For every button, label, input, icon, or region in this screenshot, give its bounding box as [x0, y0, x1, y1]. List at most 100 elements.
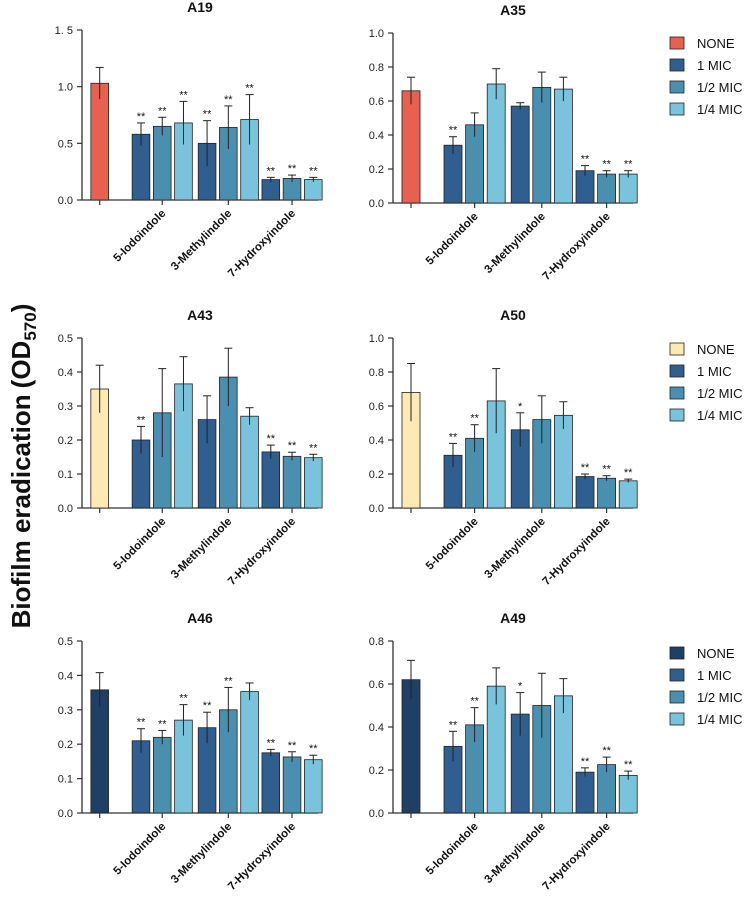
legend-label: 1/4 MIC — [697, 102, 743, 117]
y-tick-label: 0.4 — [369, 722, 384, 734]
legend-label: 1 MIC — [697, 58, 732, 73]
x-tick-label: 3-Methylindole — [169, 208, 234, 273]
bar-7-hydroxyindole-1mic — [575, 476, 595, 509]
significance-label: ** — [449, 719, 458, 731]
x-tick-label: 7-Hydroxyindole — [541, 211, 613, 283]
bar-7-hydroxyindole-12mic — [282, 455, 302, 509]
legend: NONE 1 MIC 1/2 MIC 1/4 MIC — [669, 36, 743, 117]
legend-label: NONE — [697, 342, 735, 357]
y-tick-label: 0.5 — [58, 636, 73, 648]
legend-label: 1/2 MIC — [697, 386, 743, 401]
significance-label: ** — [624, 759, 633, 771]
bar-7-hydroxyindole-1mic — [261, 752, 281, 814]
x-tick-label: 5-Iodoindole — [112, 208, 169, 265]
chart-panel-a35: A35 0.0 0.2 0.4 0.6 0.8 1.0 ** 5-Iodoindole 3-Met… — [369, 2, 743, 283]
y-axis-label-sub: 570 — [21, 312, 40, 340]
significance-label: ** — [581, 462, 590, 474]
legend-label: 1 MIC — [697, 364, 732, 379]
bar-7-hydroxyindole-1mic — [261, 451, 281, 509]
significance-label: * — [518, 401, 523, 413]
y-axis-label-od: (OD — [6, 341, 36, 389]
bar-7-hydroxyindole-12mic — [282, 756, 302, 814]
y-tick-label: 0.0 — [58, 503, 73, 515]
significance-label: ** — [449, 125, 458, 137]
chart-panel-a19: A19 0.0 0.5 1.0 1. 5 ** ** ** 5-Iodoindole ** ** **… — [55, 0, 323, 280]
legend-label: 1/2 MIC — [697, 690, 743, 705]
y-tick-label: 0.0 — [369, 808, 384, 820]
legend-swatch — [669, 690, 685, 704]
y-axis-label-close: ) — [6, 304, 36, 313]
bar-5-iodoindole-12mic — [152, 736, 172, 814]
legend-label: 1/4 MIC — [697, 408, 743, 423]
chart-panel-a43: A43 0.0 0.1 0.2 0.3 0.4 0.5 ** 5-Iodoindole 3-Met… — [58, 307, 323, 588]
x-tick-label: 5-Iodoindole — [112, 821, 169, 878]
bar-5-iodoindole-1mic — [443, 144, 463, 204]
bar-5-iodoindole-14mic — [486, 685, 506, 814]
significance-label: ** — [624, 159, 633, 171]
x-tick-label: 7-Hydroxyindole — [226, 208, 298, 280]
bar-3-methylindole-14mic — [240, 415, 259, 509]
chart-title: A19 — [187, 0, 213, 15]
legend-swatch — [669, 386, 685, 400]
y-axis-label-main: Biofilm eradication — [6, 394, 36, 628]
bar-none — [401, 90, 421, 204]
x-tick-label: 7-Hydroxyindole — [226, 821, 298, 893]
significance-label: ** — [179, 89, 188, 101]
significance-label: ** — [137, 717, 146, 729]
x-tick-label: 7-Hydroxyindole — [226, 516, 298, 588]
legend-swatch — [669, 364, 685, 378]
significance-label: ** — [581, 756, 590, 768]
y-tick-label: 0.8 — [369, 62, 384, 74]
chart-panel-a46: A46 0.0 0.1 0.2 0.3 0.4 0.5 ** ** ** 5-Iodoindole *… — [58, 610, 323, 893]
y-tick-label: 0.2 — [369, 164, 384, 176]
significance-label: ** — [267, 737, 276, 749]
significance-label: ** — [224, 675, 233, 687]
significance-label: ** — [245, 83, 254, 95]
x-tick-label: 3-Methylindole — [483, 821, 548, 886]
y-tick-label: 0.2 — [369, 765, 384, 777]
x-tick-label: 3-Methylindole — [483, 516, 548, 581]
y-tick-label: 0.5 — [58, 333, 73, 345]
bar-7-hydroxyindole-12mic — [597, 173, 616, 204]
significance-label: ** — [449, 431, 458, 443]
y-tick-label: 0.6 — [369, 96, 384, 108]
bar-3-methylindole-14mic — [554, 695, 573, 814]
legend-swatch — [669, 36, 685, 50]
x-tick-label: 5-Iodoindole — [424, 516, 481, 573]
bar-none — [90, 689, 109, 814]
significance-label: ** — [602, 745, 611, 757]
y-tick-label: 0.0 — [58, 195, 73, 207]
significance-label: ** — [288, 440, 297, 452]
x-tick-label: 7-Hydroxyindole — [541, 821, 613, 893]
bar-3-methylindole-14mic — [554, 414, 573, 509]
y-tick-label: 0.2 — [369, 469, 384, 481]
bar-none — [90, 82, 109, 201]
y-tick-label: 0.3 — [58, 401, 73, 413]
significance-label: ** — [288, 163, 297, 175]
bar-7-hydroxyindole-14mic — [304, 457, 323, 509]
significance-label: ** — [581, 154, 590, 166]
significance-label: ** — [267, 165, 276, 177]
legend-label: 1 MIC — [697, 668, 732, 683]
y-tick-label: 1.0 — [369, 333, 384, 345]
y-tick-label: 0.4 — [369, 130, 384, 142]
y-tick-label: 0.0 — [369, 198, 384, 210]
y-tick-label: 0.1 — [58, 469, 73, 481]
y-tick-label: 0.5 — [58, 138, 73, 150]
chart-panel-a50: A50 0.0 0.2 0.4 0.6 0.8 1.0 ** ** 5-Iodoindole * 3-… — [369, 307, 743, 588]
y-tick-label: 0.0 — [369, 503, 384, 515]
significance-label: ** — [624, 467, 633, 479]
x-tick-label: 3-Methylindole — [483, 211, 548, 276]
significance-label: * — [518, 681, 523, 693]
legend-swatch — [669, 668, 685, 682]
y-tick-label: 0.1 — [58, 774, 73, 786]
x-tick-label: 5-Iodoindole — [424, 821, 481, 878]
bar-7-hydroxyindole-1mic — [575, 771, 595, 814]
bar-5-iodoindole-12mic — [152, 125, 172, 201]
y-tick-label: 0.8 — [369, 367, 384, 379]
significance-label: ** — [179, 693, 188, 705]
significance-label: ** — [137, 414, 146, 426]
legend-swatch — [669, 80, 685, 94]
bar-7-hydroxyindole-14mic — [618, 173, 638, 204]
